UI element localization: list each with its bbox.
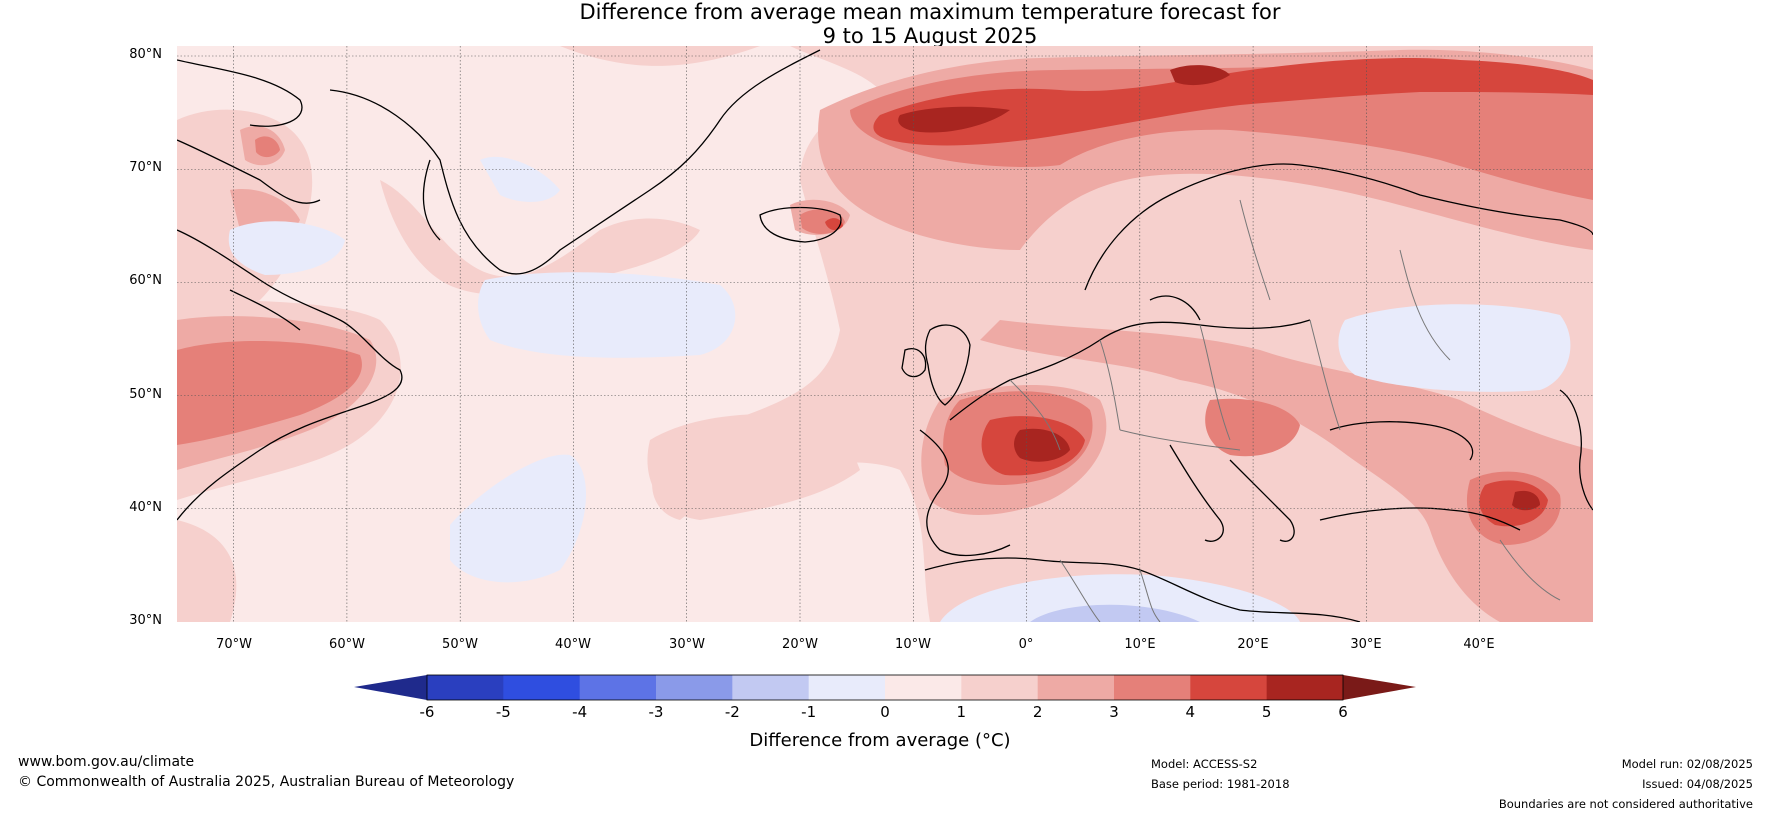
colorbar-title: Difference from average (°C) bbox=[749, 730, 1011, 751]
colorbar-tick-label: -4 bbox=[572, 703, 588, 721]
colorbar-cell bbox=[427, 675, 504, 700]
lon-label-70w: 70°W bbox=[216, 637, 252, 652]
website-text: www.bom.gov.au/climate bbox=[18, 754, 195, 770]
colorbar-tick-label: -1 bbox=[801, 703, 817, 721]
lon-label-50w: 50°W bbox=[442, 637, 478, 652]
colorbar-extend-low bbox=[354, 675, 427, 700]
colorbar-cell bbox=[732, 675, 810, 700]
lat-label-60n: 60°N bbox=[129, 273, 162, 288]
lat-label-50n: 50°N bbox=[129, 387, 162, 402]
colorbar-tick-label: 4 bbox=[1185, 703, 1196, 721]
colorbar-cell bbox=[885, 675, 962, 700]
colorbar-tick-label: 6 bbox=[1338, 703, 1348, 721]
lon-label-10w: 10°W bbox=[895, 637, 931, 652]
colorbar-cell bbox=[579, 675, 657, 700]
lon-label-30e: 30°E bbox=[1350, 637, 1382, 652]
model-text: Model: ACCESS-S2 bbox=[1151, 757, 1258, 771]
colorbar-cell bbox=[1037, 675, 1115, 700]
colorbar-tick-label: -6 bbox=[419, 703, 435, 721]
lon-label-0: 0° bbox=[1018, 637, 1034, 652]
lon-label-20w: 20°W bbox=[782, 637, 818, 652]
map-title-line2: 9 to 15 August 2025 bbox=[822, 24, 1038, 48]
lon-label-30w: 30°W bbox=[669, 637, 705, 652]
lon-label-60w: 60°W bbox=[329, 637, 365, 652]
model-run-text: Model run: 02/08/2025 bbox=[1621, 757, 1753, 771]
map-title-line1: Difference from average mean maximum tem… bbox=[579, 0, 1281, 24]
boundaries-note: Boundaries are not considered authoritat… bbox=[1498, 797, 1753, 811]
colorbar-cell bbox=[503, 675, 581, 700]
colorbar-cell bbox=[808, 675, 886, 700]
lat-label-80n: 80°N bbox=[129, 47, 162, 62]
colorbar-tick-label: 0 bbox=[880, 703, 890, 721]
coastlines bbox=[177, 49, 1593, 622]
colorbar-tick-label: -3 bbox=[648, 703, 664, 721]
colorbar-tick-label: -2 bbox=[724, 703, 740, 721]
colorbar-cell bbox=[961, 675, 1039, 700]
colorbar-cell bbox=[1114, 675, 1191, 700]
lon-label-40e: 40°E bbox=[1463, 637, 1495, 652]
colorbar-tick-label: -5 bbox=[495, 703, 511, 721]
country-borders bbox=[1009, 199, 1561, 622]
base-period-text: Base period: 1981-2018 bbox=[1151, 777, 1290, 791]
colorbar-tick-label: 1 bbox=[956, 703, 967, 721]
colorbar-tick-label: 3 bbox=[1109, 703, 1119, 721]
graticule bbox=[177, 46, 1593, 622]
anomaly-band-minus2-minus1 bbox=[1030, 604, 1200, 622]
colorbar bbox=[354, 674, 1416, 701]
lon-label-20e: 20°E bbox=[1237, 637, 1269, 652]
colorbar-cell bbox=[656, 675, 733, 700]
anomaly-band-5-6 bbox=[898, 65, 1540, 511]
colorbar-tick-label: 2 bbox=[1032, 703, 1043, 721]
anomaly-field bbox=[177, 46, 1593, 622]
map-title: Difference from average mean maximum tem… bbox=[430, 0, 1430, 48]
lat-label-70n: 70°N bbox=[129, 160, 162, 175]
issued-text: Issued: 04/08/2025 bbox=[1642, 777, 1753, 791]
anomaly-band-minus1-0 bbox=[228, 156, 1571, 622]
colorbar-tick-label: 5 bbox=[1261, 703, 1272, 721]
colorbar-extend-high bbox=[1343, 675, 1416, 700]
copyright-text: © Commonwealth of Australia 2025, Austra… bbox=[18, 774, 515, 790]
colorbar-cell bbox=[1190, 675, 1268, 700]
lat-label-30n: 30°N bbox=[129, 613, 162, 628]
lon-label-40w: 40°W bbox=[555, 637, 591, 652]
lon-label-10e: 10°E bbox=[1124, 637, 1156, 652]
colorbar-cell bbox=[1266, 675, 1344, 700]
lat-label-40n: 40°N bbox=[129, 500, 162, 515]
colorbar-cells bbox=[427, 675, 1344, 700]
